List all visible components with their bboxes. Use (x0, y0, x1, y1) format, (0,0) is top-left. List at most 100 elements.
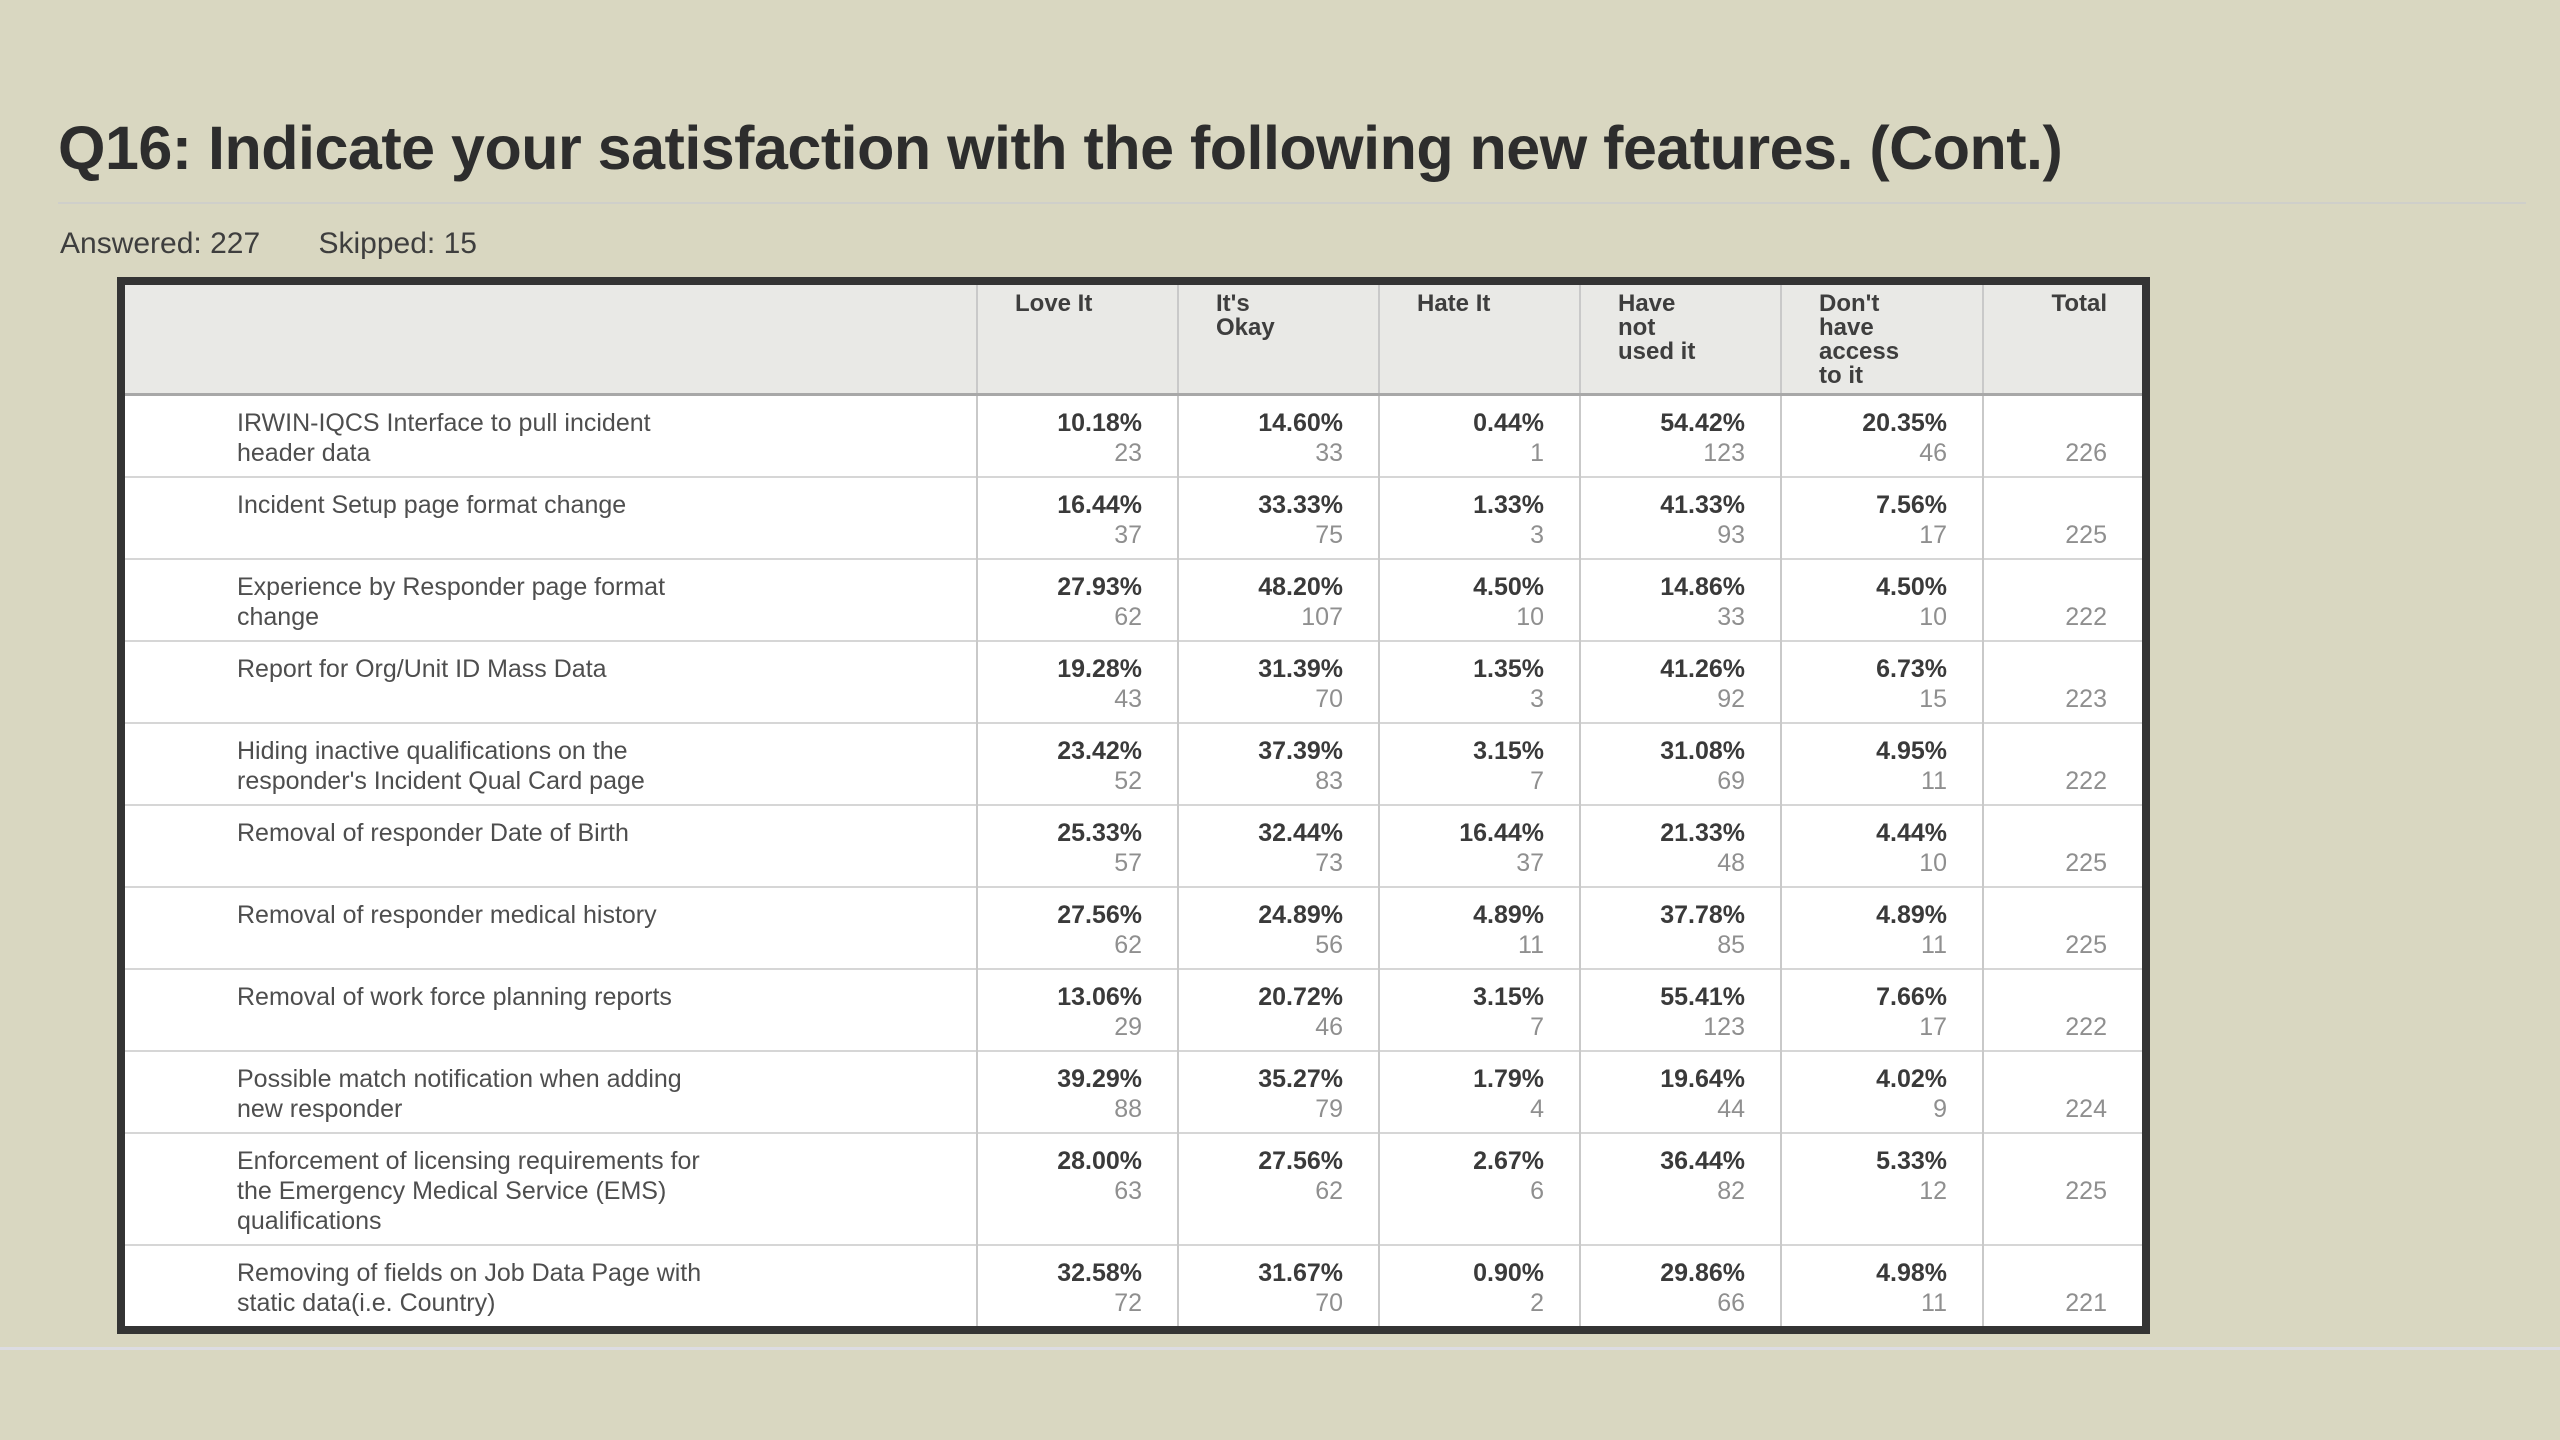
table-row: Removal of responder medical history 27.… (125, 886, 2142, 969)
percent-value: 0.90% (1473, 1259, 1544, 1287)
percent-value: 41.33% (1660, 491, 1745, 519)
count-value: 46 (1315, 1013, 1343, 1041)
cell-have-not-used-it: 14.86% 33 (1579, 558, 1781, 641)
percent-value: 48.20% (1258, 573, 1343, 601)
percent-value: 7.56% (1876, 491, 1947, 519)
percent-value: 0.44% (1473, 409, 1544, 437)
total-spacer (1994, 572, 2107, 602)
percent-value: 55.41% (1660, 983, 1745, 1011)
percent-value: 35.27% (1258, 1065, 1343, 1093)
percent-value: 14.86% (1660, 573, 1745, 601)
feature-label: IRWIN-IQCS Interface to pull incident he… (125, 394, 977, 477)
count-value: 70 (1315, 1289, 1343, 1317)
percent-value: 20.72% (1258, 983, 1343, 1011)
percent-value: 28.00% (1057, 1147, 1142, 1175)
feature-label: Hiding inactive qualifications on the re… (125, 722, 977, 805)
cell-love-it: 28.00% 63 (976, 1132, 1178, 1245)
header-its-okay: It's Okay (1177, 285, 1379, 396)
count-value: 70 (1315, 685, 1343, 713)
cell-total: 225 (1982, 804, 2142, 887)
percent-value: 25.33% (1057, 819, 1142, 847)
cell-have-not-used-it: 19.64% 44 (1579, 1050, 1781, 1133)
cell-its-okay: 33.33% 75 (1177, 476, 1379, 559)
count-value: 1 (1530, 439, 1544, 467)
total-value: 225 (2065, 521, 2107, 549)
count-value: 123 (1703, 1013, 1745, 1041)
count-value: 37 (1516, 849, 1544, 877)
header-have-not-used-it: Have not used it (1579, 285, 1781, 396)
count-value: 12 (1919, 1177, 1947, 1205)
count-value: 69 (1717, 767, 1745, 795)
percent-value: 21.33% (1660, 819, 1745, 847)
count-value: 6 (1530, 1177, 1544, 1205)
cell-dont-have-access: 4.89% 11 (1780, 886, 1983, 969)
percent-value: 36.44% (1660, 1147, 1745, 1175)
count-value: 3 (1530, 685, 1544, 713)
count-value: 85 (1717, 931, 1745, 959)
table-row: Experience by Responder page format chan… (125, 558, 2142, 641)
count-value: 52 (1114, 767, 1142, 795)
cell-have-not-used-it: 55.41% 123 (1579, 968, 1781, 1051)
count-value: 73 (1315, 849, 1343, 877)
cell-dont-have-access: 6.73% 15 (1780, 640, 1983, 723)
cell-its-okay: 37.39% 83 (1177, 722, 1379, 805)
cell-have-not-used-it: 31.08% 69 (1579, 722, 1781, 805)
percent-value: 16.44% (1459, 819, 1544, 847)
cell-dont-have-access: 4.98% 11 (1780, 1244, 1983, 1326)
percent-value: 24.89% (1258, 901, 1343, 929)
title-divider (58, 202, 2526, 204)
cell-total: 224 (1982, 1050, 2142, 1133)
total-spacer (1994, 490, 2107, 520)
count-value: 62 (1114, 931, 1142, 959)
table-row: Incident Setup page format change 16.44%… (125, 476, 2142, 559)
cell-its-okay: 27.56% 62 (1177, 1132, 1379, 1245)
percent-value: 4.44% (1876, 819, 1947, 847)
feature-label: Experience by Responder page format chan… (125, 558, 977, 641)
table-row: Removal of work force planning reports 1… (125, 968, 2142, 1051)
total-value: 222 (2065, 1013, 2107, 1041)
count-value: 62 (1315, 1177, 1343, 1205)
count-value: 17 (1919, 1013, 1947, 1041)
feature-label: Removing of fields on Job Data Page with… (125, 1244, 977, 1326)
answered-stat: Answered: 227 (60, 227, 261, 260)
count-value: 92 (1717, 685, 1745, 713)
cell-total: 222 (1982, 558, 2142, 641)
percent-value: 13.06% (1057, 983, 1142, 1011)
percent-value: 1.33% (1473, 491, 1544, 519)
percent-value: 1.35% (1473, 655, 1544, 683)
count-value: 17 (1919, 521, 1947, 549)
header-dont-have-access: Don't have access to it (1780, 285, 1983, 396)
count-value: 15 (1919, 685, 1947, 713)
cell-total: 222 (1982, 722, 2142, 805)
cell-hate-it: 3.15% 7 (1378, 722, 1580, 805)
feature-label: Report for Org/Unit ID Mass Data (125, 640, 977, 723)
count-value: 33 (1315, 439, 1343, 467)
percent-value: 19.64% (1660, 1065, 1745, 1093)
count-value: 63 (1114, 1177, 1142, 1205)
table-row: Enforcement of licensing requirements fo… (125, 1132, 2142, 1245)
cell-its-okay: 31.67% 70 (1177, 1244, 1379, 1326)
count-value: 62 (1114, 603, 1142, 631)
cell-its-okay: 20.72% 46 (1177, 968, 1379, 1051)
table-row: IRWIN-IQCS Interface to pull incident he… (125, 394, 2142, 477)
cell-hate-it: 1.35% 3 (1378, 640, 1580, 723)
cell-total: 221 (1982, 1244, 2142, 1326)
percent-value: 1.79% (1473, 1065, 1544, 1093)
percent-value: 4.50% (1876, 573, 1947, 601)
table-row: Removal of responder Date of Birth 25.33… (125, 804, 2142, 887)
count-value: 10 (1919, 849, 1947, 877)
table-header-row: Love It It's Okay Hate It Have not used … (125, 285, 2142, 396)
bottom-divider (0, 1347, 2560, 1350)
percent-value: 14.60% (1258, 409, 1343, 437)
cell-its-okay: 31.39% 70 (1177, 640, 1379, 723)
count-value: 44 (1717, 1095, 1745, 1123)
percent-value: 7.66% (1876, 983, 1947, 1011)
cell-hate-it: 1.33% 3 (1378, 476, 1580, 559)
cell-its-okay: 24.89% 56 (1177, 886, 1379, 969)
total-spacer (1994, 654, 2107, 684)
total-value: 223 (2065, 685, 2107, 713)
cell-love-it: 19.28% 43 (976, 640, 1178, 723)
percent-value: 4.95% (1876, 737, 1947, 765)
feature-label: Removal of responder medical history (125, 886, 977, 969)
count-value: 66 (1717, 1289, 1745, 1317)
